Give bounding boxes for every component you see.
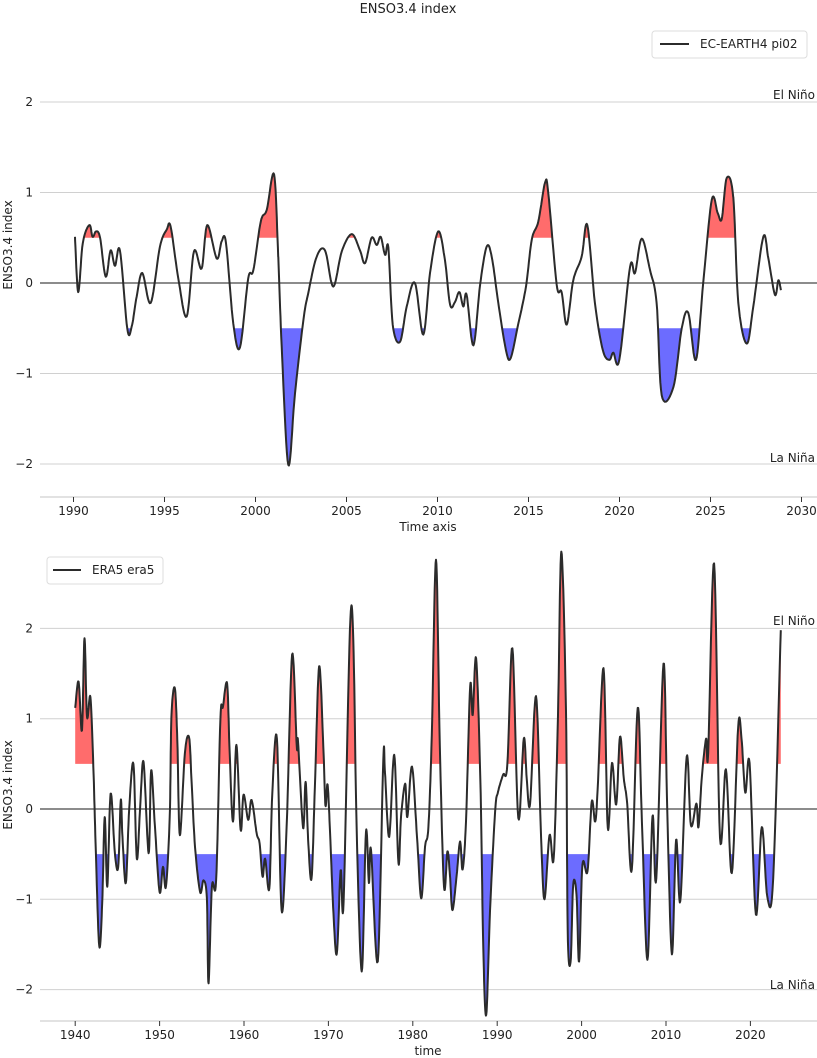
el-nino-label: El Niño <box>773 614 815 628</box>
x-tick-label: 1990 <box>58 504 89 518</box>
la-nina-label: La Niña <box>770 451 815 465</box>
y-tick-label: −2 <box>15 983 33 997</box>
el-nino-fill <box>74 173 781 238</box>
x-tick-label: 2030 <box>786 504 817 518</box>
x-axis-ticks: 1990 1995 2000 2005 2010 2015 2020 2025 2030 <box>58 497 817 518</box>
y-tick-label: 2 <box>25 95 33 109</box>
x-tick-label: 1960 <box>229 1028 260 1042</box>
legend-box <box>46 556 164 585</box>
y-tick-label: −1 <box>15 367 33 381</box>
la-nina-fill <box>74 328 781 466</box>
y-tick-label: −1 <box>15 892 33 906</box>
x-tick-label: 2015 <box>513 504 544 518</box>
x-tick-label: 2005 <box>331 504 362 518</box>
x-tick-label: 1970 <box>313 1028 344 1042</box>
y-axis-label: ENSO3.4 index <box>1 740 15 829</box>
x-tick-label: 2010 <box>422 504 453 518</box>
x-axis-ticks: 1940 1950 1960 1970 1980 1990 2000 2010 2020 <box>60 1021 766 1042</box>
x-tick-label: 2000 <box>240 504 271 518</box>
x-axis-label: time <box>414 1044 441 1058</box>
y-tick-label: 1 <box>25 712 33 726</box>
panel-ec-earth4: 1990 1995 2000 2005 2010 2015 2020 2025 2030 2 1 0… <box>1 30 817 534</box>
x-axis-label: Time axis <box>398 520 456 534</box>
el-nino-label: El Niño <box>773 88 815 102</box>
series-line-ec-earth4-pi02 <box>74 172 782 467</box>
y-gridlines <box>40 627 817 991</box>
legend-label: ERA5 era5 <box>92 563 154 577</box>
x-tick-label: 1995 <box>149 504 180 518</box>
y-tick-label: 1 <box>25 186 33 200</box>
legend: EC-EARTH4 pi02 <box>651 30 808 59</box>
x-tick-label: 1990 <box>482 1028 513 1042</box>
x-tick-label: 1980 <box>398 1028 429 1042</box>
y-axis-ticks: 2 1 0 −1 −2 <box>15 621 33 996</box>
y-tick-label: 0 <box>25 802 33 816</box>
figure-title: ENSO3.4 index <box>360 2 457 17</box>
x-tick-label: 1940 <box>60 1028 91 1042</box>
el-nino-fill <box>75 551 781 764</box>
y-axis-label: ENSO3.4 index <box>1 200 15 289</box>
x-tick-label: 2000 <box>566 1028 597 1042</box>
x-tick-label: 2010 <box>651 1028 682 1042</box>
panel-era5: 1940 1950 1960 1970 1980 1990 2000 2010 2020 2 1 0… <box>1 550 817 1058</box>
legend: ERA5 era5 <box>46 556 164 585</box>
x-tick-label: 1950 <box>144 1028 175 1042</box>
la-nina-label: La Niña <box>770 978 815 992</box>
series-line-era5 <box>74 550 782 1017</box>
y-tick-label: 0 <box>25 276 33 290</box>
x-tick-label: 2020 <box>604 504 635 518</box>
y-tick-label: −2 <box>15 457 33 471</box>
y-axis-ticks: 2 1 0 −1 −2 <box>15 95 33 471</box>
legend-label: EC-EARTH4 pi02 <box>700 37 798 51</box>
y-gridlines <box>40 101 817 465</box>
legend-box <box>651 30 808 59</box>
x-tick-label: 2025 <box>695 504 726 518</box>
x-tick-label: 2020 <box>735 1028 766 1042</box>
y-tick-label: 2 <box>25 621 33 635</box>
